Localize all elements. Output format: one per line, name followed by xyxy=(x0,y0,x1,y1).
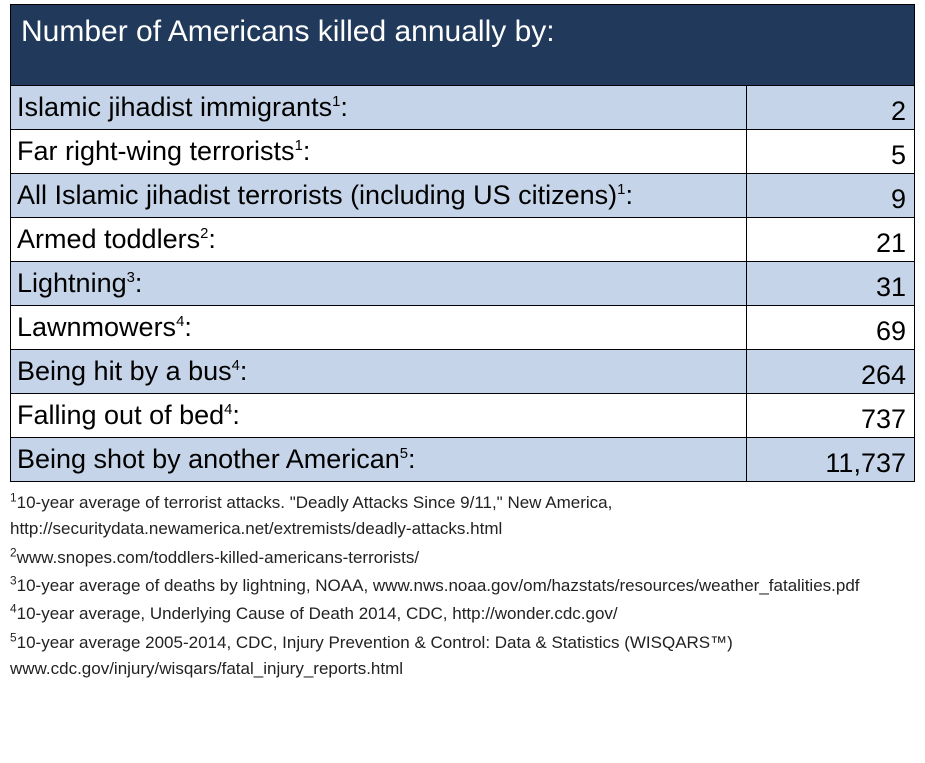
row-value: 31 xyxy=(747,262,915,306)
row-value: 69 xyxy=(747,306,915,350)
footnote-item: 410-year average, Underlying Cause of De… xyxy=(10,601,915,627)
deaths-table: Number of Americans killed annually by: … xyxy=(10,4,915,482)
row-label-sup: 5 xyxy=(400,446,408,462)
row-label: Being hit by a bus4: xyxy=(11,350,747,394)
row-label-text: Lightning xyxy=(17,268,127,298)
row-label-sup: 1 xyxy=(617,182,625,198)
footnote-text: 10-year average of deaths by lightning, … xyxy=(17,576,860,595)
footnote-text: 10-year average 2005-2014, CDC, Injury P… xyxy=(10,633,733,678)
row-label-sup: 2 xyxy=(200,226,208,242)
footnote-text: 10-year average, Underlying Cause of Dea… xyxy=(17,604,618,623)
table-row: Armed toddlers2:21 xyxy=(11,218,915,262)
footnote-sup: 5 xyxy=(10,630,17,644)
row-label-sup: 4 xyxy=(176,314,184,330)
table-row: Being hit by a bus4:264 xyxy=(11,350,915,394)
footnote-sup: 4 xyxy=(10,602,17,616)
row-label-text: Being hit by a bus xyxy=(17,356,232,386)
footnotes: 110-year average of terrorist attacks. "… xyxy=(10,490,915,682)
row-label: All Islamic jihadist terrorists (includi… xyxy=(11,174,747,218)
row-label: Armed toddlers2: xyxy=(11,218,747,262)
row-label-text: Falling out of bed xyxy=(17,400,224,430)
table-row: Falling out of bed4:737 xyxy=(11,394,915,438)
footnote-text: www.snopes.com/toddlers-killed-americans… xyxy=(17,548,419,567)
row-value: 11,737 xyxy=(747,438,915,482)
table-row: Lightning3:31 xyxy=(11,262,915,306)
footnote-item: 2www.snopes.com/toddlers-killed-american… xyxy=(10,545,915,571)
row-label-text: Far right-wing terrorists xyxy=(17,136,295,166)
row-value: 9 xyxy=(747,174,915,218)
table-row: Being shot by another American5:11,737 xyxy=(11,438,915,482)
table-header-row: Number of Americans killed annually by: xyxy=(11,5,915,86)
footnote-sup: 2 xyxy=(10,545,17,559)
footnote-item: 310-year average of deaths by lightning,… xyxy=(10,573,915,599)
row-label-sup: 4 xyxy=(224,402,232,418)
row-label: Falling out of bed4: xyxy=(11,394,747,438)
row-label-sup: 4 xyxy=(232,358,240,374)
row-label-text: Islamic jihadist immigrants xyxy=(17,92,332,122)
row-value: 21 xyxy=(747,218,915,262)
row-label-text: Lawnmowers xyxy=(17,312,176,342)
table-row: Far right-wing terrorists1:5 xyxy=(11,130,915,174)
footnote-item: 510-year average 2005-2014, CDC, Injury … xyxy=(10,630,915,683)
footnote-sup: 1 xyxy=(10,490,17,504)
row-label: Being shot by another American5: xyxy=(11,438,747,482)
row-value: 737 xyxy=(747,394,915,438)
footnote-sup: 3 xyxy=(10,573,17,587)
row-label: Lightning3: xyxy=(11,262,747,306)
row-value: 264 xyxy=(747,350,915,394)
table-row: Lawnmowers4:69 xyxy=(11,306,915,350)
row-label-sup: 1 xyxy=(332,94,340,110)
row-label: Lawnmowers4: xyxy=(11,306,747,350)
row-label-sup: 3 xyxy=(127,270,135,286)
row-label-text: Being shot by another American xyxy=(17,444,400,474)
table-title: Number of Americans killed annually by: xyxy=(11,5,915,86)
infographic-container: Number of Americans killed annually by: … xyxy=(0,0,925,694)
footnote-text: 10-year average of terrorist attacks. "D… xyxy=(10,493,612,538)
row-label: Islamic jihadist immigrants1: xyxy=(11,86,747,130)
table-row: All Islamic jihadist terrorists (includi… xyxy=(11,174,915,218)
footnote-item: 110-year average of terrorist attacks. "… xyxy=(10,490,915,543)
table-row: Islamic jihadist immigrants1:2 xyxy=(11,86,915,130)
row-label: Far right-wing terrorists1: xyxy=(11,130,747,174)
row-label-text: Armed toddlers xyxy=(17,224,200,254)
row-label-text: All Islamic jihadist terrorists (includi… xyxy=(17,180,617,210)
row-value: 5 xyxy=(747,130,915,174)
row-label-sup: 1 xyxy=(295,138,303,154)
row-value: 2 xyxy=(747,86,915,130)
